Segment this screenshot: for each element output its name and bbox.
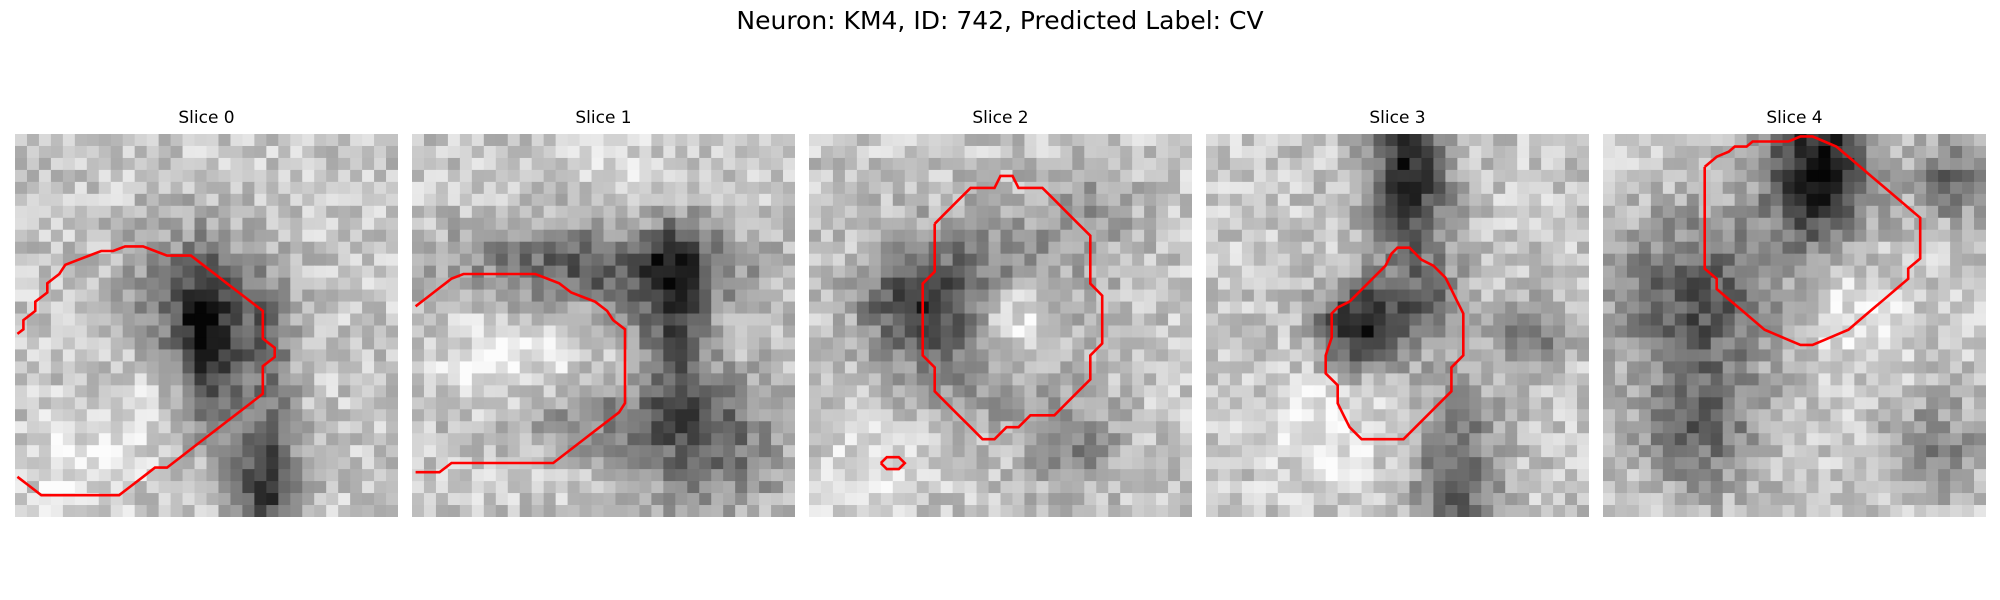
segmentation-contour	[414, 272, 627, 474]
pixel-grid	[809, 134, 1192, 517]
slice-image	[1206, 134, 1589, 517]
pixel-grid	[15, 134, 398, 517]
slice-title: Slice 0	[178, 108, 235, 128]
slice-image	[412, 134, 795, 517]
segmentation-contour	[1324, 246, 1465, 441]
slice-image	[15, 134, 398, 517]
slice-title: Slice 2	[972, 108, 1029, 128]
slice-image	[1603, 134, 1986, 517]
figure-title: Neuron: KM4, ID: 742, Predicted Label: C…	[736, 6, 1264, 35]
slice-title: Slice 4	[1766, 108, 1823, 128]
pixel-grid	[1603, 134, 1986, 517]
pixel-grid	[412, 134, 795, 517]
slice-title: Slice 1	[575, 108, 632, 128]
segmentation-contour	[879, 455, 907, 471]
segmentation-contour	[16, 245, 277, 497]
segmentation-contour	[921, 174, 1104, 441]
pixel-grid	[1206, 134, 1589, 517]
slice-image	[809, 134, 1192, 517]
slice-title: Slice 3	[1369, 108, 1426, 128]
segmentation-contour	[1703, 135, 1922, 347]
